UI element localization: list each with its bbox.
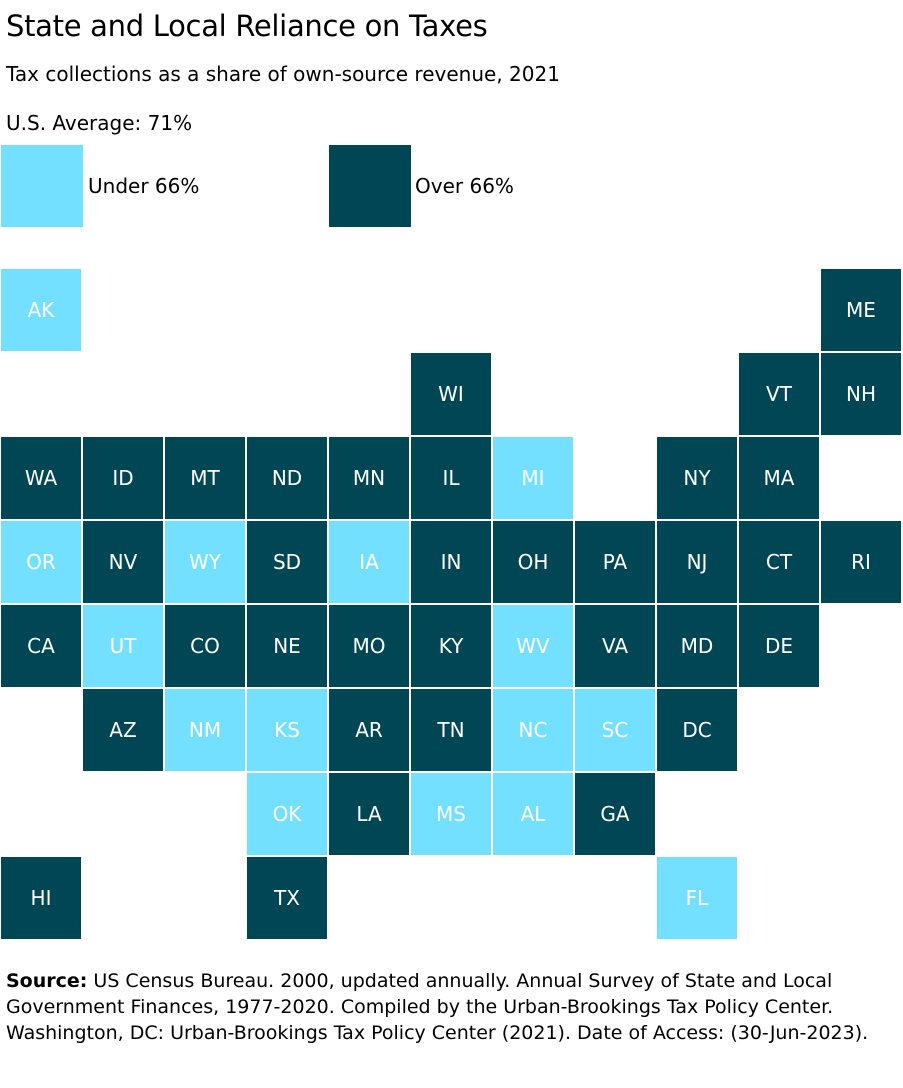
- state-tile-ar: AR: [329, 689, 409, 771]
- legend-swatch-under: [1, 145, 83, 227]
- state-tile-de: DE: [739, 605, 819, 687]
- state-tile-mo: MO: [329, 605, 409, 687]
- state-tile-wa: WA: [1, 437, 81, 519]
- state-tile-oh: OH: [493, 521, 573, 603]
- state-tile-ak: AK: [1, 269, 81, 351]
- state-tile-sd: SD: [247, 521, 327, 603]
- state-tile-mi: MI: [493, 437, 573, 519]
- state-tile-hi: HI: [1, 857, 81, 939]
- state-tile-or: OR: [1, 521, 81, 603]
- state-tile-al: AL: [493, 773, 573, 855]
- state-tile-pa: PA: [575, 521, 655, 603]
- state-tile-va: VA: [575, 605, 655, 687]
- state-tile-vt: VT: [739, 353, 819, 435]
- chart-title: State and Local Reliance on Taxes: [6, 9, 488, 43]
- state-tile-id: ID: [83, 437, 163, 519]
- legend-label-over: Over 66%: [415, 174, 514, 198]
- state-tile-nv: NV: [83, 521, 163, 603]
- state-tile-tx: TX: [247, 857, 327, 939]
- state-tile-ms: MS: [411, 773, 491, 855]
- state-tile-nh: NH: [821, 353, 901, 435]
- legend-swatch-over: [329, 145, 411, 227]
- state-tile-sc: SC: [575, 689, 655, 771]
- state-tile-mn: MN: [329, 437, 409, 519]
- state-tile-az: AZ: [83, 689, 163, 771]
- state-tile-ri: RI: [821, 521, 901, 603]
- source-label: Source:: [6, 970, 88, 992]
- source-note: Source: US Census Bureau. 2000, updated …: [6, 968, 898, 1046]
- state-tile-nd: ND: [247, 437, 327, 519]
- state-tile-il: IL: [411, 437, 491, 519]
- state-tile-nc: NC: [493, 689, 573, 771]
- state-tile-ne: NE: [247, 605, 327, 687]
- state-tile-wi: WI: [411, 353, 491, 435]
- state-tile-la: LA: [329, 773, 409, 855]
- state-tile-tn: TN: [411, 689, 491, 771]
- state-tile-ky: KY: [411, 605, 491, 687]
- state-tile-ga: GA: [575, 773, 655, 855]
- state-tile-nm: NM: [165, 689, 245, 771]
- state-tile-ma: MA: [739, 437, 819, 519]
- state-tile-ks: KS: [247, 689, 327, 771]
- legend-label-under: Under 66%: [88, 174, 200, 198]
- state-tile-wv: WV: [493, 605, 573, 687]
- chart-subtitle: Tax collections as a share of own-source…: [6, 62, 560, 86]
- state-tile-me: ME: [821, 269, 901, 351]
- state-tile-dc: DC: [657, 689, 737, 771]
- state-tile-md: MD: [657, 605, 737, 687]
- state-tile-ia: IA: [329, 521, 409, 603]
- state-tile-ok: OK: [247, 773, 327, 855]
- state-tile-ut: UT: [83, 605, 163, 687]
- state-tile-co: CO: [165, 605, 245, 687]
- state-tile-ct: CT: [739, 521, 819, 603]
- state-tile-nj: NJ: [657, 521, 737, 603]
- us-average-label: U.S. Average: 71%: [6, 111, 193, 135]
- state-tile-ca: CA: [1, 605, 81, 687]
- state-tile-map: AK ME WI VT NH WA ID MT ND MN IL MI NY MA OR NV WY SD IA IN…: [1, 269, 901, 939]
- state-tile-in: IN: [411, 521, 491, 603]
- state-tile-fl: FL: [657, 857, 737, 939]
- state-tile-ny: NY: [657, 437, 737, 519]
- state-tile-wy: WY: [165, 521, 245, 603]
- source-text: US Census Bureau. 2000, updated annually…: [6, 970, 869, 1044]
- state-tile-mt: MT: [165, 437, 245, 519]
